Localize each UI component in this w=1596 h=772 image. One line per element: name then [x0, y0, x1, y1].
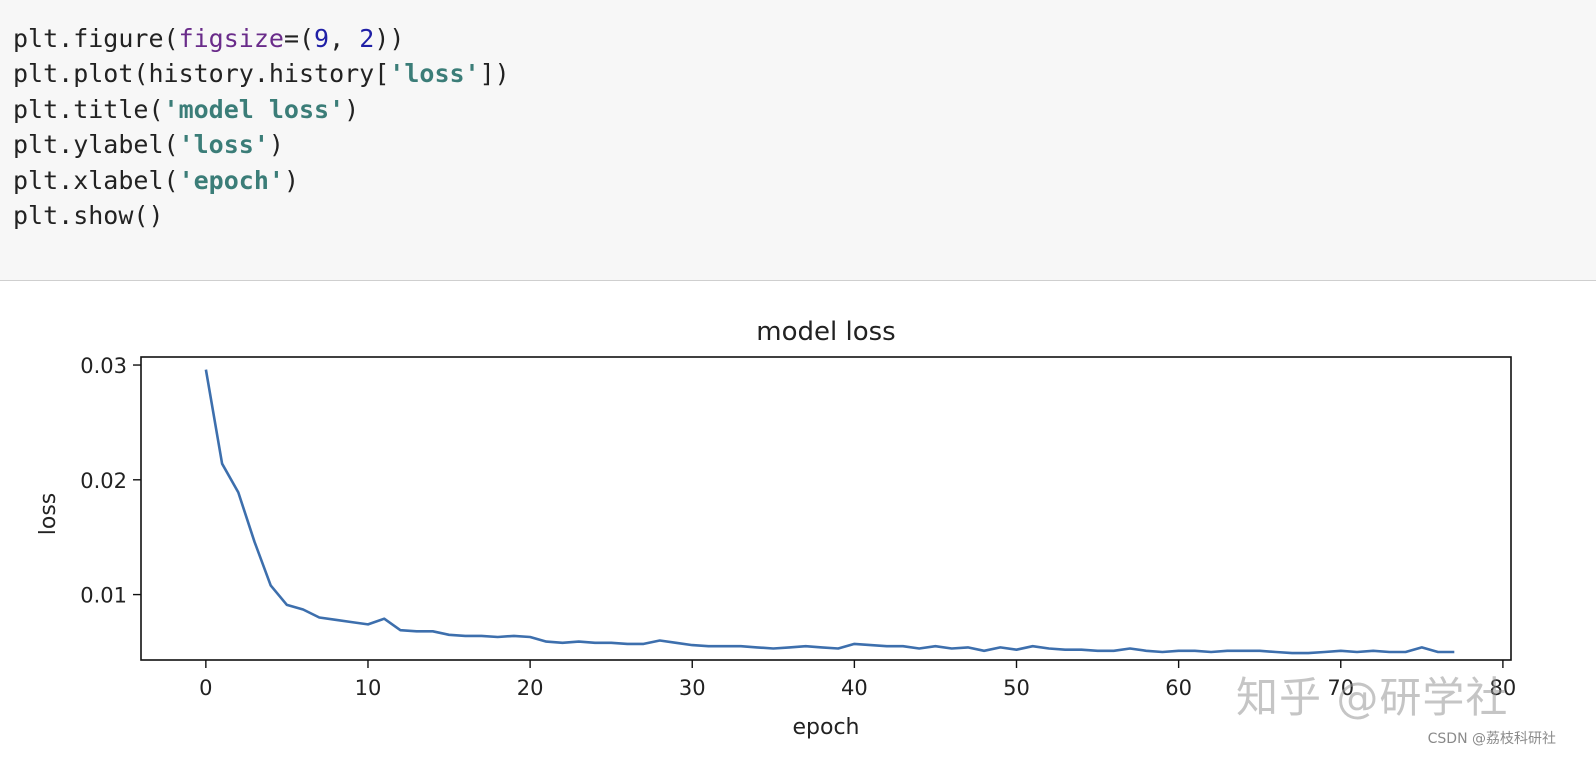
x-tick-label: 60 — [1165, 676, 1192, 700]
loss-series-line — [204, 369, 1455, 655]
x-tick-label: 0 — [199, 676, 212, 700]
code-token: 2 — [359, 24, 375, 53]
x-tick-label: 40 — [841, 676, 868, 700]
code-token: plt.show() — [13, 200, 164, 230]
code-line: plt.ylabel('loss') — [13, 127, 510, 162]
watermark-site: 知乎 @研学社 — [1236, 673, 1509, 722]
x-tick-label: 50 — [1003, 676, 1030, 700]
code-line: plt.xlabel('epoch') — [13, 163, 510, 198]
code-token: 'loss' — [389, 59, 480, 89]
y-axis-label: loss — [36, 493, 61, 536]
y-tick-label: 0.01 — [80, 584, 127, 608]
plot-area: 0 10 20 30 40 50 60 70 80 0.01 0.02 0.03 — [80, 354, 1516, 700]
x-axis-label: epoch — [793, 715, 860, 740]
code-token: 9 — [314, 24, 330, 53]
code-token: plt.ylabel( — [13, 130, 179, 160]
plot-frame — [140, 356, 1512, 661]
code-token: plt.title( — [13, 94, 164, 124]
code-token: , — [329, 24, 360, 53]
x-tick-label: 10 — [355, 676, 382, 700]
loss-chart: model loss loss epoch 0 10 20 30 40 50 60 70 800… — [36, 317, 1516, 740]
watermark-csdn: CSDN @荔枝科研社 — [1427, 731, 1556, 747]
code-token: 'loss' — [178, 130, 269, 160]
code-token: plt.xlabel( — [13, 165, 179, 195]
code-token: ) — [344, 94, 360, 124]
chart-output: model loss loss epoch 0 10 20 30 40 50 60 70 80 0… — [0, 282, 1596, 772]
code-cell[interactable]: plt.figure(figsize=(9, 2)) plt.plot(histo… — [0, 0, 1596, 281]
code-token: plt.figure( — [13, 24, 179, 53]
y-tick-label: 0.02 — [80, 469, 127, 493]
code-token: 'epoch' — [178, 165, 284, 195]
x-tick-label: 80 — [1490, 676, 1517, 700]
code-token: )) — [374, 24, 405, 53]
code-token: ) — [268, 130, 284, 160]
code-line: plt.title('model loss') — [13, 92, 510, 127]
code-token: =( — [283, 24, 315, 53]
code-line: plt.figure(figsize=(9, 2)) — [13, 21, 510, 56]
code-editor[interactable]: plt.figure(figsize=(9, 2)) plt.plot(histo… — [13, 21, 510, 233]
chart-title: model loss — [756, 317, 895, 347]
code-line: plt.plot(history.history['loss']) — [13, 56, 510, 91]
code-token: ) — [283, 165, 299, 195]
code-token: plt.plot(history.history[ — [13, 59, 390, 89]
y-tick-label: 0.03 — [80, 354, 127, 378]
code-token: 'model loss' — [163, 94, 345, 124]
x-tick-label: 30 — [679, 676, 706, 700]
code-line: plt.show() — [13, 198, 510, 233]
code-token: ]) — [479, 59, 510, 89]
code-token: figsize — [178, 24, 284, 53]
x-tick-label: 70 — [1327, 676, 1354, 700]
x-tick-label: 20 — [517, 676, 544, 700]
